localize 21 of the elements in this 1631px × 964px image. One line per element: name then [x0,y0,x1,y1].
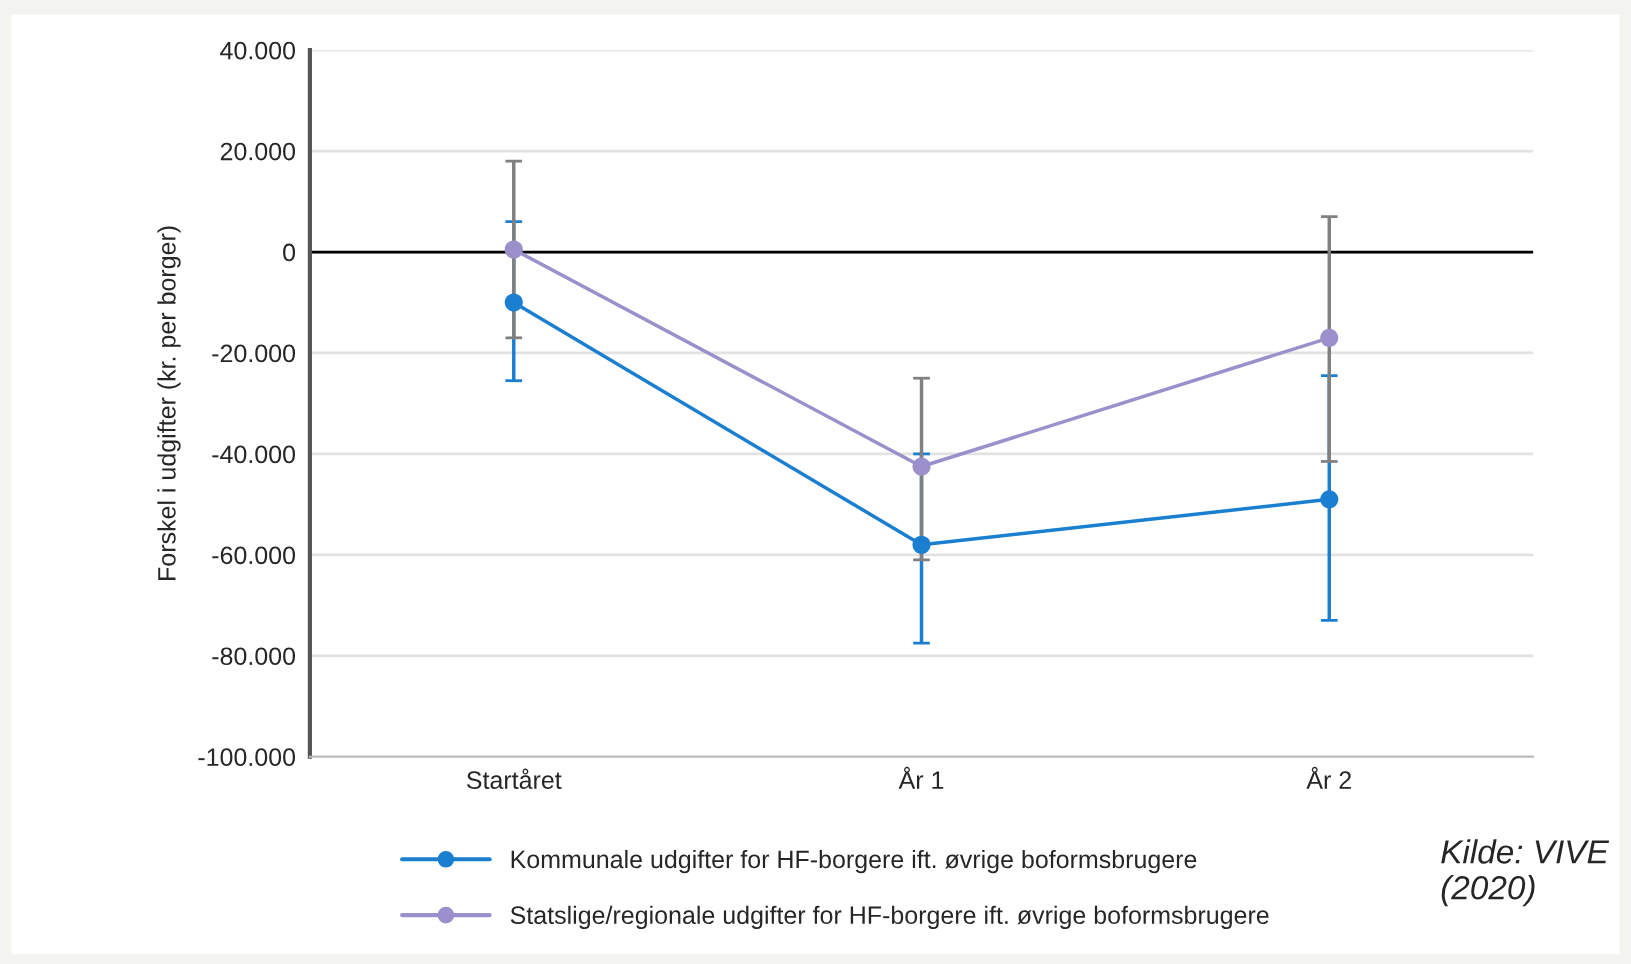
legend-label: Statslige/regionale udgifter for HF-borgere ift. øvrige boformsbrugere [510,905,1269,930]
legend-label: Kommunale udgifter for HF-borgere ift. øvrige boformsbrugere [511,849,1197,874]
y-tick-label: 0 [283,243,296,262]
y-tick-label: -20.000 [212,344,296,363]
point [504,293,523,312]
point [1320,328,1339,347]
y-tick-label: 40.000 [220,41,296,60]
text: Kilde: VIVE (2020) [1441,839,1610,907]
point [912,535,931,554]
y-axis-title: Forskel i udgifter (kr. per borger) [157,226,181,580]
point [504,240,523,259]
y-tick-label: 20.000 [220,142,296,161]
y-tick-label: -60.000 [212,546,296,565]
y-tick-label: -100.000 [198,748,296,767]
point [1320,490,1339,509]
y-tick-label: -80.000 [212,647,296,666]
point [912,457,931,476]
y-tick-label: -40.000 [212,445,296,464]
x-tick-label: Startåret [466,768,562,789]
x-tick-label: År 2 [1306,766,1351,789]
x-tick-label: År 1 [898,766,944,789]
